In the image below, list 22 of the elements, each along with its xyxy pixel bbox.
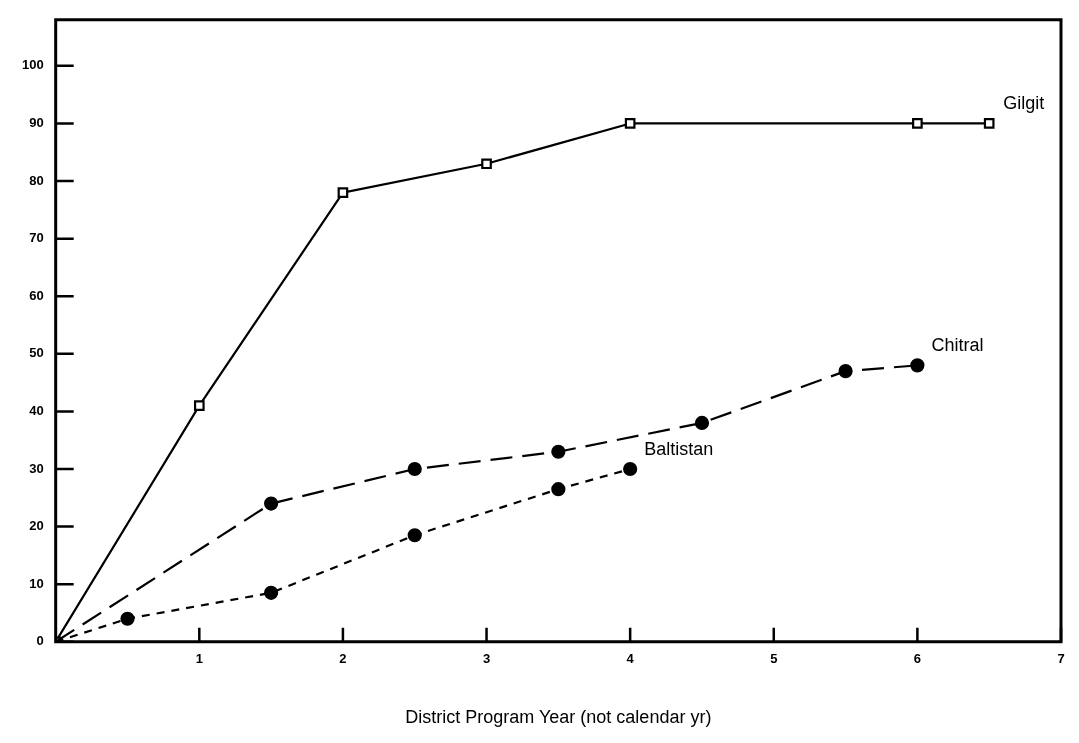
y-tick-label: 60 [29,287,44,303]
y-tick-label: 20 [29,518,44,534]
y-tick-label: 40 [29,403,44,419]
x-tick-label: 2 [339,651,347,667]
y-tick-label: 10 [29,575,44,591]
x-tick-label: 4 [626,651,635,667]
y-tick-label: 50 [29,345,44,361]
x-axis-title: District Program Year (not calendar yr) [405,707,712,728]
y-tick-label: 80 [29,172,44,188]
y-tick-label: 70 [29,230,44,246]
y-tick-label: 90 [29,115,44,131]
y-tick-label: 0 [36,633,44,649]
x-tick-label: 6 [913,651,921,667]
x-tick-label: 1 [195,651,203,667]
x-tick-label: 5 [770,651,778,667]
y-tick-label: 30 [29,460,44,476]
x-tick-label: 7 [1057,651,1065,667]
series-label: Baltistan [644,438,714,459]
x-tick-label: 3 [482,651,491,667]
y-tick-label: 100 [21,57,44,73]
series-label: Gilgit [1003,93,1045,114]
series-label: Chitral [931,335,984,356]
